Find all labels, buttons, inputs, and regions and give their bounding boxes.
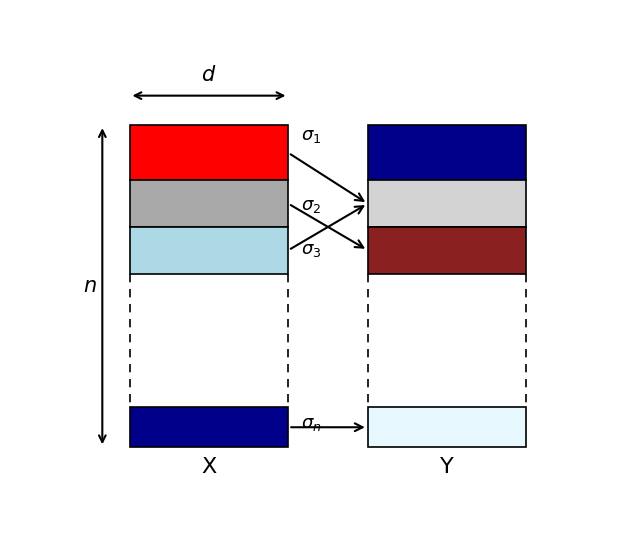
Text: $d$: $d$ [202,65,216,85]
Bar [367,407,527,447]
Text: $\sigma_2$: $\sigma_2$ [301,197,321,215]
Bar [129,125,288,180]
Bar [367,180,527,227]
Bar [367,125,527,180]
Text: Y: Y [440,457,454,477]
Bar [129,407,288,447]
Bar [129,227,288,273]
Bar [129,180,288,227]
Text: $\sigma_1$: $\sigma_1$ [301,127,321,145]
Text: $\sigma_n$: $\sigma_n$ [301,415,321,433]
Bar [367,227,527,273]
Text: $\sigma_3$: $\sigma_3$ [301,241,321,259]
Text: $n$: $n$ [83,276,97,296]
Text: X: X [202,457,216,477]
